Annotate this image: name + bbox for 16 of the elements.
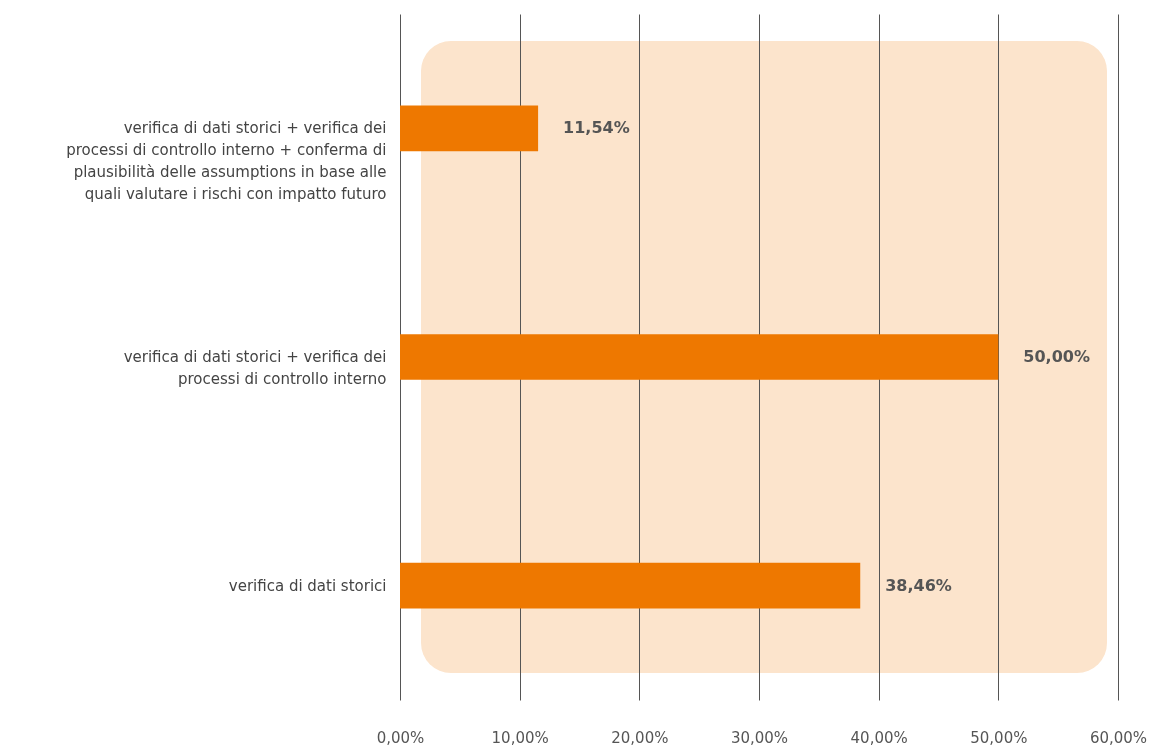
y-tick-label: verifica di dati storici [228,576,387,595]
y-tick-label: verifica di dati storici + verifica dei processi di controllo interno + conferma di plausibilità delle assumptions in base alle quali valutare i rischi con impatto futuro [66,119,387,204]
x-tick-label: 40,00% [850,728,908,747]
y-tick-label: verifica di dati storici + verifica dei processi di controllo interno [123,348,387,388]
x-tick-label: 10,00% [491,728,549,747]
data-label: 50,00% [1023,347,1090,366]
x-tick-label: 20,00% [611,728,669,747]
data-label: 11,54% [563,118,630,138]
x-tick-label: 60,00% [1089,728,1148,747]
data-label: 38,46% [885,575,952,595]
x-tick-label: 50,00% [970,728,1028,747]
bar [400,562,861,609]
x-tick-label: 0,00% [376,728,425,747]
bar [400,334,999,380]
bar [400,105,539,152]
x-tick-label: 30,00% [730,728,789,747]
